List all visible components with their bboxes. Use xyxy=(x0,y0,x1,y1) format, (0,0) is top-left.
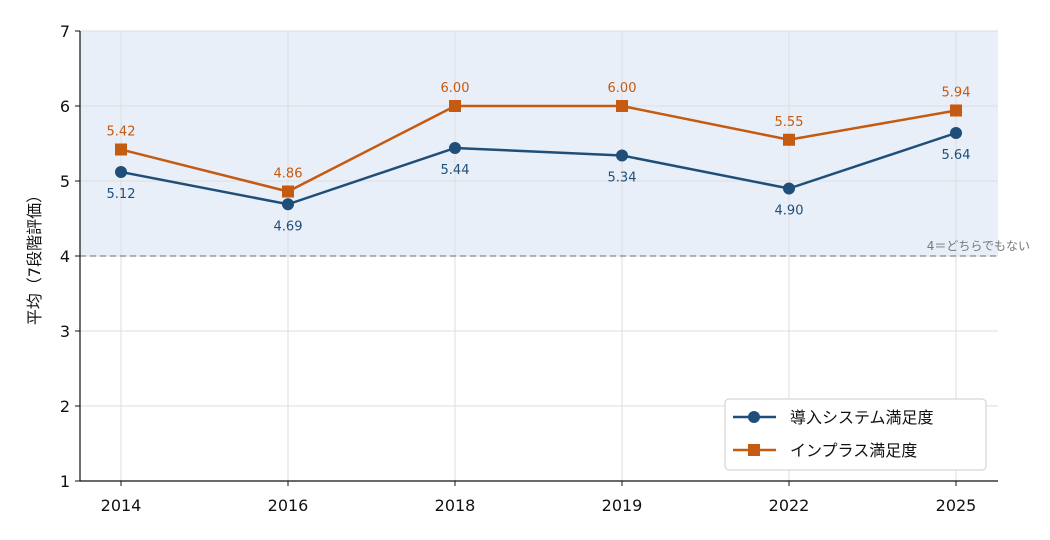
data-point-marker xyxy=(449,100,461,112)
data-point-marker xyxy=(783,182,795,195)
data-label: 4.90 xyxy=(775,204,804,219)
reference-line-label: 4＝どちらでもない xyxy=(927,239,1030,253)
data-label: 5.64 xyxy=(942,148,971,163)
y-tick-label: 2 xyxy=(60,397,70,416)
y-axis-label: 平均（7段階評価） xyxy=(25,187,44,325)
x-tick-label: 2014 xyxy=(101,496,142,515)
data-label: 5.34 xyxy=(608,171,637,186)
series-layer: 5.12 4.69 5.44 5.34 4.90 5.64 5.42 4.86 6.00 6.00… xyxy=(107,81,971,234)
y-tick-labels: 1 2 3 4 5 6 7 xyxy=(60,22,70,491)
y-tick-label: 4 xyxy=(60,247,70,266)
x-tick-label: 2022 xyxy=(769,496,810,515)
y-tick-label: 1 xyxy=(60,472,70,491)
series-1: 5.12 4.69 5.44 5.34 4.90 5.64 xyxy=(107,127,971,234)
data-label: 5.44 xyxy=(441,163,470,178)
data-label: 6.00 xyxy=(608,81,637,96)
series-2: 5.42 4.86 6.00 6.00 5.55 5.94 xyxy=(107,81,971,198)
data-label: 5.55 xyxy=(775,115,804,130)
data-label: 5.42 xyxy=(107,125,136,140)
x-tick-label: 2025 xyxy=(936,496,977,515)
data-point-marker xyxy=(616,100,628,112)
positive-band-shading xyxy=(80,31,998,256)
data-point-marker xyxy=(950,104,962,117)
data-point-marker xyxy=(282,185,294,198)
y-tick-label: 6 xyxy=(60,97,70,116)
series-line xyxy=(120,131,957,206)
legend-label: 導入システム満足度 xyxy=(790,408,934,427)
y-tick-label: 7 xyxy=(60,22,70,41)
data-label: 4.69 xyxy=(274,219,303,234)
data-label: 5.12 xyxy=(107,187,136,202)
x-tick-label: 2018 xyxy=(435,496,476,515)
y-tick-label: 3 xyxy=(60,322,70,341)
legend-label: インプラス満足度 xyxy=(790,441,917,460)
y-tick-label: 5 xyxy=(60,172,70,191)
data-point-marker xyxy=(616,149,628,162)
x-tick-label: 2016 xyxy=(268,496,309,515)
data-label: 4.86 xyxy=(274,167,303,182)
data-label: 6.00 xyxy=(441,81,470,96)
x-tick-labels: 2014 2016 2018 2019 2022 2025 xyxy=(101,496,977,515)
legend-marker xyxy=(748,411,760,423)
legend-box xyxy=(724,398,987,471)
data-label: 5.94 xyxy=(942,86,971,101)
series-line xyxy=(120,104,957,193)
data-point-marker xyxy=(950,127,962,139)
data-point-marker xyxy=(115,166,127,178)
data-point-marker xyxy=(783,133,795,146)
data-point-marker xyxy=(115,143,127,156)
x-tick-label: 2019 xyxy=(602,496,643,515)
legend-marker xyxy=(748,444,760,456)
data-point-marker xyxy=(282,198,294,211)
data-point-marker xyxy=(449,142,461,154)
axes xyxy=(75,30,998,486)
